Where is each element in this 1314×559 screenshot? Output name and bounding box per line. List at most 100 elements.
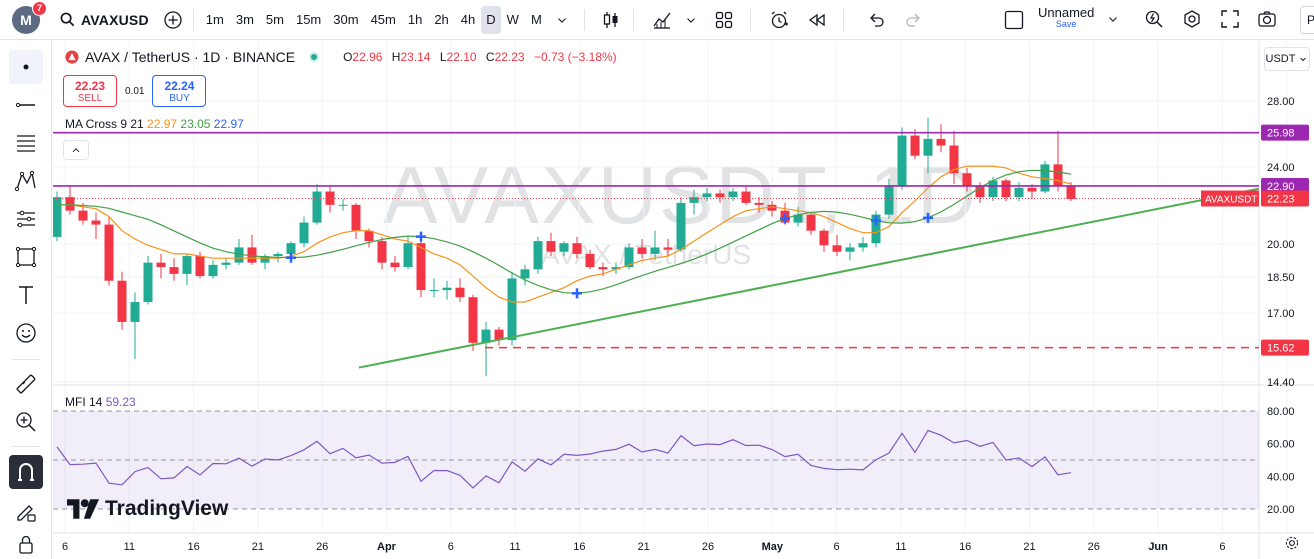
time-tick-label: 16 (959, 541, 971, 553)
time-tick-label: 11 (895, 541, 906, 553)
pattern-tool[interactable] (9, 164, 43, 198)
cursor-tool[interactable] (9, 50, 43, 84)
price-chart-canvas[interactable]: 28.00 24.00 20.00 18.50 17.00 14.40 80.00 60.00… (53, 41, 1314, 559)
candle-body (767, 204, 777, 211)
candle-body (1053, 164, 1063, 186)
redo-button[interactable] (902, 6, 926, 34)
candles-icon (603, 11, 618, 28)
interval-45m[interactable]: 45m (370, 12, 396, 27)
candle-body (1014, 187, 1024, 198)
symbol-search[interactable]: AVAXUSD (60, 12, 149, 28)
symbol-title[interactable]: AVAX / TetherUS · 1D · BINANCE (85, 49, 296, 65)
candle-body (832, 245, 842, 252)
replay-button[interactable] (805, 6, 829, 34)
text-icon (19, 286, 33, 304)
sell-button[interactable]: 22.23 SELL (63, 75, 117, 107)
toolbar-divider (842, 8, 844, 31)
ma-cross-legend[interactable]: MA Cross 9 21 22.97 23.05 22.97 (65, 117, 244, 131)
interval-5m[interactable]: 5m (265, 12, 284, 27)
redo-icon (906, 13, 920, 27)
interval-4h[interactable]: 4h (460, 12, 476, 27)
layout-dropdown[interactable] (1106, 12, 1120, 31)
candle-body (858, 243, 868, 248)
candle-body (130, 302, 140, 322)
layout-name-button[interactable]: Unnamed Save (1038, 5, 1094, 30)
time-tick-label: May (762, 541, 784, 553)
stay-in-drawing-tool[interactable] (9, 495, 43, 529)
candle-body (754, 202, 764, 205)
candle-body (988, 180, 998, 198)
candle-body (169, 267, 179, 274)
user-avatar[interactable]: M 7 (12, 0, 47, 34)
shapes-tool[interactable] (9, 240, 43, 274)
candle-body (377, 241, 387, 263)
text-tool[interactable] (9, 278, 43, 312)
avax-logo-icon (65, 50, 79, 64)
chart-settings-gear-icon[interactable] (1284, 535, 1300, 551)
candle-body (390, 262, 400, 268)
fib-tool[interactable] (9, 126, 43, 160)
snapshot-button[interactable] (1257, 9, 1277, 34)
candle-body (338, 204, 348, 206)
quick-search-button[interactable] (1144, 9, 1164, 34)
price-label-box (1261, 190, 1309, 207)
icon-tool[interactable] (9, 316, 43, 350)
price-tick-label: 17.00 (1267, 308, 1295, 320)
candle-body (416, 243, 426, 291)
candle-body (520, 269, 530, 279)
collapse-legend-button[interactable] (63, 140, 89, 160)
candle-body (507, 278, 517, 341)
interval-M[interactable]: M (530, 12, 542, 27)
zoom-tool[interactable] (9, 405, 43, 439)
candle-body (819, 230, 829, 246)
interval-W[interactable]: W (506, 12, 519, 27)
currency-selector[interactable]: USDT (1264, 47, 1310, 71)
interval-30m[interactable]: 30m (333, 12, 359, 27)
candle-body (143, 262, 153, 303)
mfi-legend[interactable]: MFI 14 59.23 (65, 395, 136, 409)
tradingview-logo[interactable]: TradingView (67, 497, 228, 521)
indicators-dropdown[interactable] (684, 6, 698, 34)
compare-symbol-button[interactable] (163, 6, 183, 34)
measure-tool[interactable] (9, 367, 43, 401)
fullscreen-button[interactable] (1220, 9, 1240, 34)
rectangle-icon (15, 246, 37, 268)
alert-button[interactable] (767, 6, 791, 34)
chart-area[interactable]: AVAXUSDT, 1D AVAX / TetherUS 28.00 24.00 2… (53, 41, 1314, 559)
interval-1m[interactable]: 1m (205, 12, 224, 27)
candle-body (195, 256, 205, 277)
plus-circle-icon (164, 10, 182, 29)
high-value: 23.14 (400, 50, 431, 64)
indicators-button[interactable] (650, 6, 674, 34)
toolbar-divider (12, 359, 40, 360)
settings-button[interactable] (1182, 9, 1202, 34)
candle-body (403, 243, 413, 268)
candle-body (936, 138, 946, 146)
interval-15m[interactable]: 15m (295, 12, 322, 27)
forecast-tool[interactable] (9, 202, 43, 236)
time-tick-label: 11 (509, 541, 520, 553)
lock-drawings-tool[interactable] (9, 531, 43, 557)
interval-D[interactable]: D (481, 5, 501, 34)
interval-dropdown[interactable] (552, 6, 572, 34)
interval-1h[interactable]: 1h (407, 12, 423, 27)
interval-2h[interactable]: 2h (434, 12, 449, 27)
grid-icon (715, 11, 732, 28)
layout-checkbox[interactable] (1004, 10, 1024, 35)
undo-button[interactable] (864, 6, 888, 34)
interval-3m[interactable]: 3m (235, 12, 254, 27)
candle-body (156, 262, 166, 268)
trend-line-tool[interactable] (9, 88, 43, 122)
price-tick-label: 18.50 (1267, 272, 1295, 284)
candle-body (806, 214, 816, 231)
publish-button[interactable]: Pu (1300, 6, 1314, 34)
search-icon (60, 12, 75, 27)
magnet-tool[interactable] (9, 455, 43, 489)
ma-cross-value: 22.97 (213, 117, 244, 131)
ruler-icon (16, 374, 36, 394)
templates-button[interactable] (712, 6, 736, 34)
buy-button[interactable]: 22.24 BUY (152, 75, 207, 107)
candle-body (1001, 180, 1011, 198)
chevron-up-icon (72, 148, 80, 153)
chart-type-button[interactable] (599, 6, 623, 34)
